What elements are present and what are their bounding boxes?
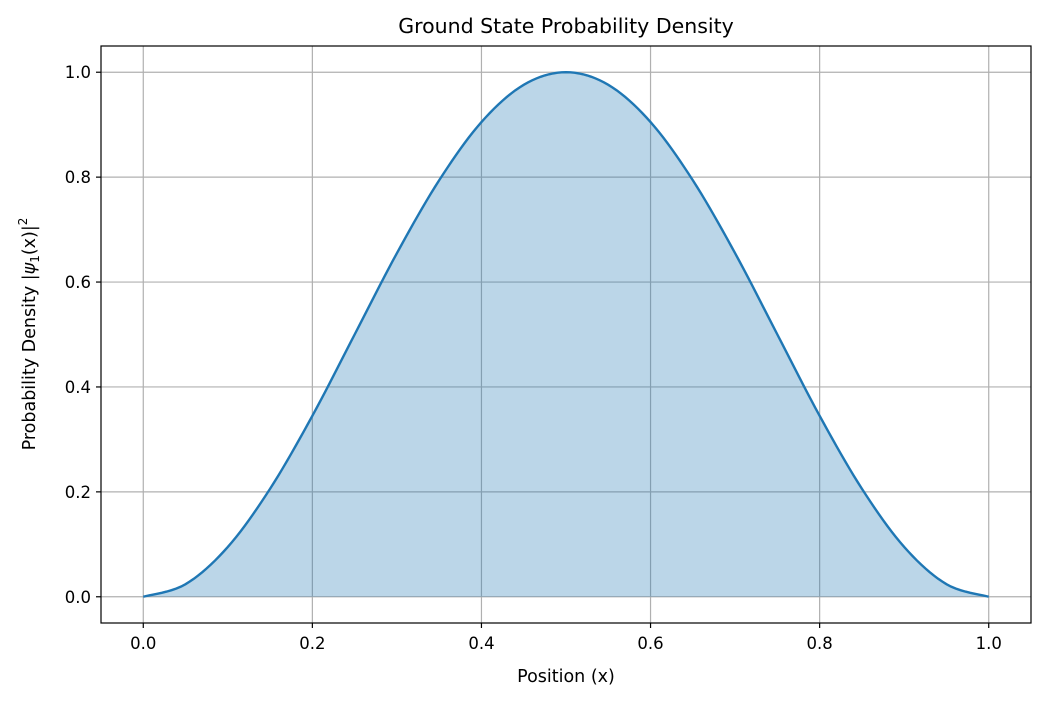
axis-ticks: 0.0 0.2 0.4 0.6 0.8 1.0 0.0 0.2 0.4 0.6 0.8 1.0 xyxy=(65,63,1002,653)
y-tick-label: 0.2 xyxy=(65,483,91,502)
y-axis-label-prefix: Probability Density | xyxy=(20,274,40,450)
area-fill xyxy=(143,72,989,597)
y-axis-label-mid: (x)| xyxy=(20,225,40,255)
y-axis-label: Probability Density |ψ1(x)|2 xyxy=(16,218,42,451)
y-tick-label: 0.4 xyxy=(65,378,91,397)
y-tick-label: 1.0 xyxy=(65,63,91,82)
y-axis-label-superscript: 2 xyxy=(16,218,30,226)
plot-frame xyxy=(100,45,1032,624)
y-tick-label: 0.6 xyxy=(65,273,91,292)
y-tick-label: 0.8 xyxy=(65,168,91,187)
x-tick-label: 0.8 xyxy=(807,634,833,653)
x-tick-label: 0.2 xyxy=(299,634,325,653)
chart-title: Ground State Probability Density xyxy=(398,14,734,38)
series-layer xyxy=(142,71,990,598)
y-axis-label-subscript: 1 xyxy=(28,255,42,263)
grid xyxy=(101,46,1031,623)
x-axis-label: Position (x) xyxy=(517,667,615,687)
x-tick-label: 0.6 xyxy=(637,634,663,653)
y-tick-label: 0.0 xyxy=(65,588,91,607)
x-tick-label: 0.0 xyxy=(130,634,156,653)
x-tick-label: 0.4 xyxy=(468,634,494,653)
x-tick-label: 1.0 xyxy=(976,634,1002,653)
series-line xyxy=(142,71,990,598)
y-axis-label-psi: ψ xyxy=(20,262,40,274)
